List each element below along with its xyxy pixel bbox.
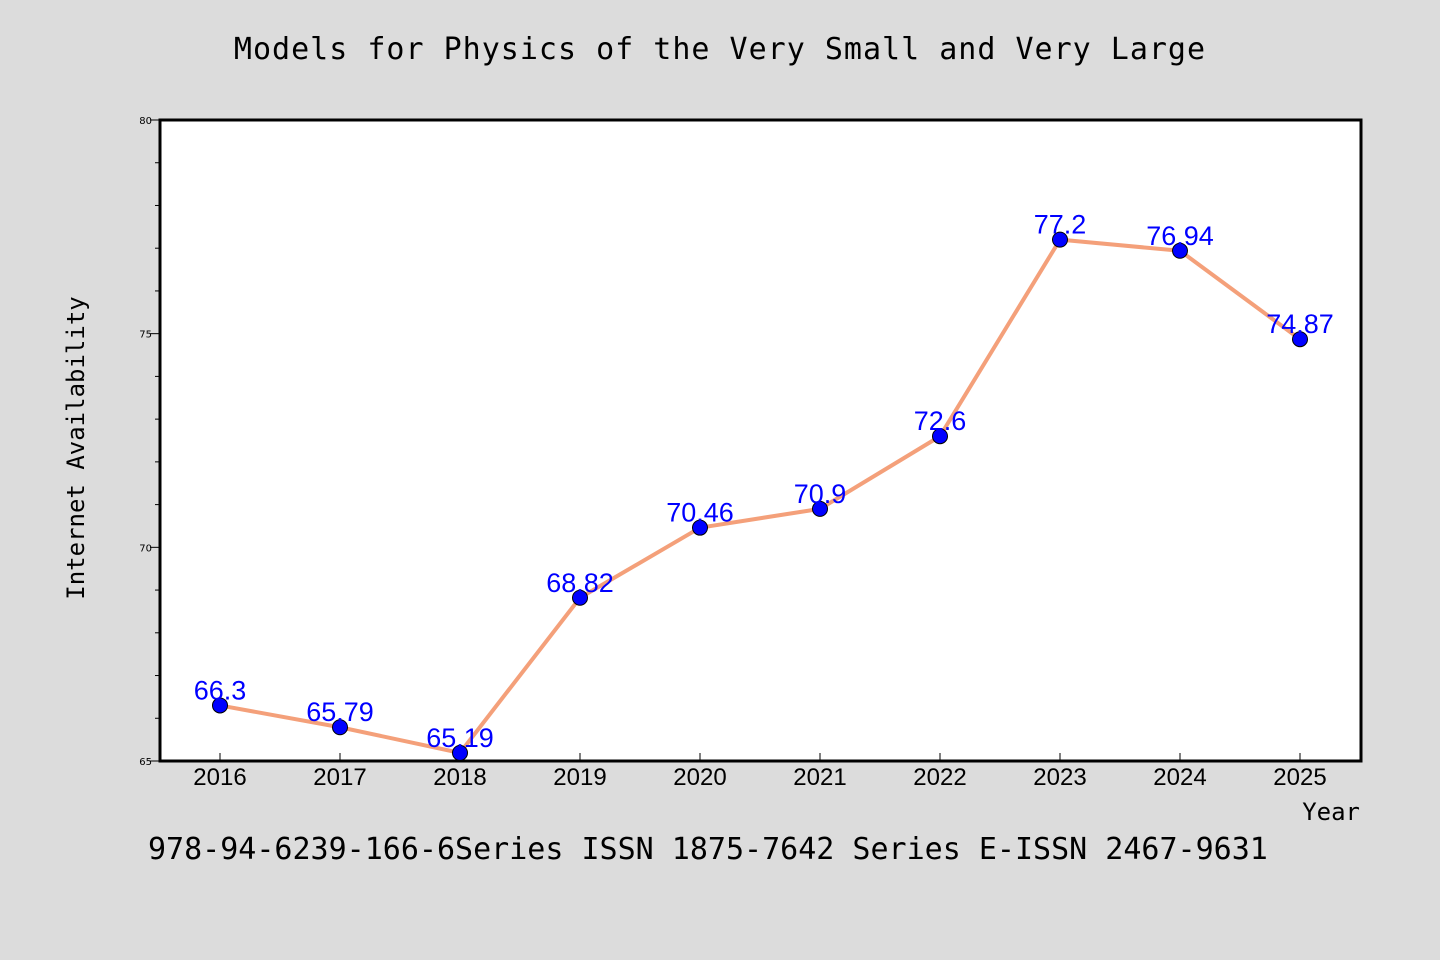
data-label: 66.3 <box>194 675 247 705</box>
x-tick-label: 2016 <box>193 764 246 791</box>
x-axis-title: Year <box>1302 798 1360 826</box>
series-line <box>218 237 1302 755</box>
x-tick-label: 2021 <box>793 764 846 791</box>
data-point <box>932 428 948 445</box>
data-label: 65.19 <box>426 723 494 753</box>
data-point <box>212 697 228 714</box>
data-label: 70.46 <box>666 498 734 528</box>
data-point <box>692 519 708 536</box>
chart-title: Models for Physics of the Very Small and… <box>233 32 1207 67</box>
data-point <box>1172 242 1188 259</box>
x-tick-label: 2024 <box>1153 764 1206 791</box>
footer-text: 978-94-6239-166-6Series ISSN 1875-7642 S… <box>148 832 1268 867</box>
x-tick-label: 2018 <box>433 764 486 791</box>
x-axis: 2016 2017 2018 2019 2020 2021 2022 2023 2024 2025 <box>193 753 1327 791</box>
data-label: 70.9 <box>794 479 847 509</box>
data-point <box>452 744 468 761</box>
data-point <box>1052 231 1068 248</box>
x-tick-label: 2017 <box>313 764 366 791</box>
data-point <box>1292 331 1308 348</box>
data-point <box>812 500 828 517</box>
x-tick-label: 2023 <box>1033 764 1086 791</box>
data-label: 68.82 <box>546 568 614 598</box>
series-layer <box>212 231 1308 761</box>
data-label: 77.2 <box>1034 210 1087 240</box>
data-label: 72.6 <box>914 406 967 436</box>
plot-area <box>158 118 1363 763</box>
y-tick-label: 70 <box>139 543 152 554</box>
x-tick-label: 2025 <box>1273 764 1326 791</box>
data-label: 76.94 <box>1146 221 1214 251</box>
data-point <box>572 589 588 606</box>
y-axis: 65 70 75 80 <box>139 116 160 768</box>
data-label-layer: 66.3 65.79 65.19 68.82 70.46 70.9 72.6 77.2 76.9… <box>194 210 1334 753</box>
y-tick-label: 80 <box>139 116 152 127</box>
y-tick-label: 65 <box>139 757 152 768</box>
y-tick-label: 75 <box>139 330 152 341</box>
x-tick-label: 2022 <box>913 764 966 791</box>
data-label: 65.79 <box>306 697 374 727</box>
data-point <box>332 719 348 736</box>
x-tick-label: 2019 <box>553 764 606 791</box>
x-tick-label: 2020 <box>673 764 726 791</box>
data-label: 74.87 <box>1266 309 1334 339</box>
y-axis-title: Internet Availability <box>62 296 90 599</box>
